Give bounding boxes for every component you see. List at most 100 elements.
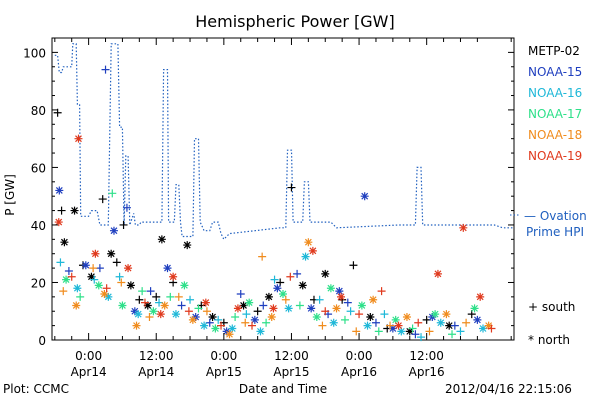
- data-point-south: [101, 65, 110, 74]
- data-point-north: [264, 292, 273, 301]
- data-point-south: [89, 264, 98, 273]
- x-tick-date-label: Apr16: [409, 365, 445, 379]
- data-point-north: [183, 241, 192, 250]
- x-axis-label: Date and Time: [239, 382, 327, 396]
- data-point-south: [242, 310, 251, 319]
- data-point-north: [124, 264, 133, 273]
- data-point-north: [91, 249, 100, 258]
- data-point-north: [436, 318, 445, 327]
- x-tick-date-label: Apr14: [71, 365, 107, 379]
- data-point-north: [149, 307, 158, 316]
- data-point-north: [201, 298, 210, 307]
- ovation-legend: — Ovation Prime HPI: [510, 209, 587, 239]
- data-point-north: [479, 324, 488, 333]
- legend-entry: METP-02: [528, 44, 580, 58]
- data-point-north: [109, 226, 118, 235]
- data-point-south: [371, 318, 380, 327]
- data-point-south: [259, 301, 268, 310]
- ovation-line-layer: [54, 43, 514, 241]
- data-point-north: [363, 321, 372, 330]
- x-tick-date-label: Apr15: [206, 365, 242, 379]
- x-tick-time-label: 0:00: [75, 349, 102, 363]
- data-point-south: [115, 272, 124, 281]
- data-point-south: [487, 324, 496, 333]
- data-point-north: [94, 281, 103, 290]
- data-point-north: [169, 272, 178, 281]
- data-point-north: [171, 310, 180, 319]
- data-point-north: [256, 327, 265, 336]
- data-point-south: [346, 307, 355, 316]
- x-tick-time-label: 12:00: [139, 349, 174, 363]
- data-point-north: [134, 310, 143, 319]
- data-point-south: [67, 272, 76, 281]
- data-point-south: [248, 321, 257, 330]
- x-tick-time-label: 12:00: [409, 349, 444, 363]
- data-point-north: [87, 272, 96, 281]
- data-point-north: [459, 223, 468, 232]
- data-point-south: [343, 298, 352, 307]
- plot-area: [51, 37, 515, 342]
- data-point-south: [98, 195, 107, 204]
- data-point-south: [448, 330, 457, 339]
- data-point-south: [202, 307, 211, 316]
- data-point-south: [119, 220, 128, 229]
- data-point-north: [239, 301, 248, 310]
- y-axis-label: P [GW]: [3, 174, 17, 216]
- data-point-north: [321, 269, 330, 278]
- data-point-south: [57, 206, 66, 215]
- data-point-south: [152, 292, 161, 301]
- ovation-legend-line1: — Ovation: [524, 209, 587, 223]
- data-point-north: [72, 301, 81, 310]
- data-point-south: [417, 333, 426, 342]
- data-point-north: [188, 315, 197, 324]
- data-point-south: [146, 287, 155, 296]
- legend-entry: NOAA-15: [528, 65, 582, 79]
- data-point-south: [231, 312, 240, 321]
- data-point-north: [301, 252, 310, 261]
- data-point-north: [284, 304, 293, 313]
- data-point-south: [108, 189, 117, 198]
- data-point-north: [405, 327, 414, 336]
- data-point-south: [286, 272, 295, 281]
- data-point-south: [318, 321, 327, 330]
- data-point-south: [425, 327, 434, 336]
- data-point-north: [476, 292, 485, 301]
- data-point-south: [102, 284, 111, 293]
- legend-entry: NOAA-19: [528, 149, 582, 163]
- data-point-north: [394, 321, 403, 330]
- data-point-north: [200, 321, 209, 330]
- data-point-north: [326, 284, 335, 293]
- data-points-layer: [53, 65, 496, 342]
- chart-title: Hemispheric Power [GW]: [195, 12, 394, 31]
- data-point-north: [433, 269, 442, 278]
- data-point-south: [450, 321, 459, 330]
- data-point-north: [484, 321, 493, 330]
- data-point-north: [388, 324, 397, 333]
- data-point-south: [194, 304, 203, 313]
- plot-frame: [51, 37, 515, 341]
- data-point-south: [117, 278, 126, 287]
- data-point-south: [184, 307, 193, 316]
- data-point-north: [157, 235, 166, 244]
- data-point-south: [236, 289, 245, 298]
- marker-legend-entry: + south: [528, 300, 575, 314]
- legend-entry: NOAA-16: [528, 86, 582, 100]
- data-point-north: [391, 315, 400, 324]
- data-point-south: [380, 310, 389, 319]
- x-tick-time-label: 0:00: [210, 349, 237, 363]
- data-point-south: [321, 307, 330, 316]
- data-point-north: [312, 312, 321, 321]
- data-point-north: [307, 304, 316, 313]
- data-point-north: [442, 310, 451, 319]
- data-point-south: [456, 327, 465, 336]
- data-point-south: [138, 287, 147, 296]
- data-point-north: [402, 312, 411, 321]
- data-point-south: [135, 295, 144, 304]
- data-point-south: [287, 183, 296, 192]
- data-point-north: [54, 218, 63, 227]
- x-tick-date-label: Apr16: [341, 365, 377, 379]
- data-point-south: [56, 258, 65, 267]
- data-point-north: [397, 327, 406, 336]
- data-point-north: [60, 238, 69, 247]
- data-point-south: [214, 315, 223, 324]
